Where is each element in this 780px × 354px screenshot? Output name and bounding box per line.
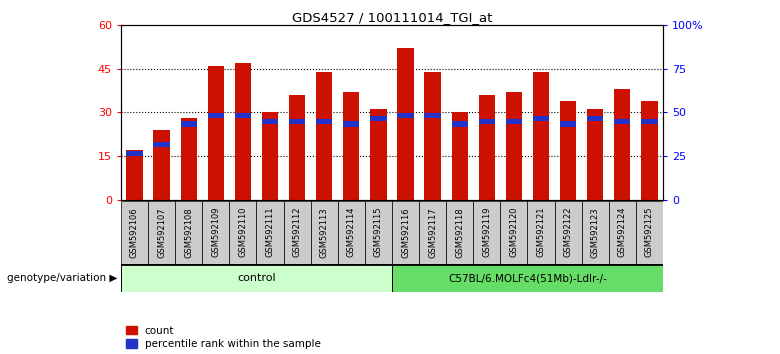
Bar	[560, 121, 576, 127]
Bar	[154, 142, 170, 147]
Bar	[560, 101, 576, 200]
Text: GSM592113: GSM592113	[320, 207, 328, 258]
Bar	[479, 95, 495, 200]
Bar	[262, 119, 278, 124]
Bar	[121, 201, 148, 264]
Bar	[392, 264, 663, 292]
Bar	[180, 121, 197, 127]
Bar	[207, 66, 224, 200]
Bar	[527, 201, 555, 264]
Text: GSM592110: GSM592110	[239, 207, 247, 257]
Text: GSM592109: GSM592109	[211, 207, 220, 257]
Bar	[505, 119, 522, 124]
Bar	[310, 201, 338, 264]
Text: GSM592111: GSM592111	[265, 207, 275, 257]
Bar	[235, 63, 251, 200]
Bar	[284, 201, 310, 264]
Text: GSM592124: GSM592124	[618, 207, 627, 257]
Bar	[289, 95, 305, 200]
Text: control: control	[237, 273, 276, 283]
Bar	[397, 48, 413, 200]
Bar	[641, 119, 658, 124]
Text: GDS4527 / 100111014_TGI_at: GDS4527 / 100111014_TGI_at	[292, 11, 492, 24]
Text: GSM592122: GSM592122	[564, 207, 573, 257]
Bar	[587, 109, 604, 200]
Bar	[229, 201, 257, 264]
Bar	[479, 119, 495, 124]
Text: GSM592116: GSM592116	[401, 207, 410, 258]
Bar	[473, 201, 501, 264]
Bar	[175, 201, 202, 264]
Bar	[505, 92, 522, 200]
Bar	[587, 116, 604, 121]
Bar	[533, 72, 549, 200]
Bar	[365, 201, 392, 264]
Text: GSM592121: GSM592121	[537, 207, 545, 257]
Bar	[446, 201, 473, 264]
Text: C57BL/6.MOLFc4(51Mb)-Ldlr-/-: C57BL/6.MOLFc4(51Mb)-Ldlr-/-	[448, 273, 607, 283]
Bar	[148, 201, 175, 264]
Bar	[338, 201, 365, 264]
Bar	[419, 201, 446, 264]
Bar	[636, 201, 663, 264]
Bar	[316, 119, 332, 124]
Bar	[424, 72, 441, 200]
Bar	[235, 113, 251, 118]
Bar	[257, 201, 284, 264]
Text: GSM592118: GSM592118	[456, 207, 464, 258]
Bar	[154, 130, 170, 200]
Bar	[207, 113, 224, 118]
Text: GSM592119: GSM592119	[482, 207, 491, 257]
Text: GSM592115: GSM592115	[374, 207, 383, 257]
Text: GSM592125: GSM592125	[645, 207, 654, 257]
Bar	[392, 201, 419, 264]
Text: GSM592114: GSM592114	[347, 207, 356, 257]
Bar	[126, 151, 143, 156]
Bar	[370, 109, 387, 200]
Bar	[501, 201, 527, 264]
Text: GSM592120: GSM592120	[509, 207, 519, 257]
Bar	[614, 119, 630, 124]
Bar	[202, 201, 229, 264]
Text: GSM592108: GSM592108	[184, 207, 193, 258]
Bar	[533, 116, 549, 121]
Bar	[555, 201, 582, 264]
Bar	[609, 201, 636, 264]
Text: genotype/variation ▶: genotype/variation ▶	[6, 273, 117, 283]
Text: GSM592123: GSM592123	[590, 207, 600, 258]
Bar	[370, 116, 387, 121]
Bar	[316, 72, 332, 200]
Legend: count, percentile rank within the sample: count, percentile rank within the sample	[126, 326, 321, 349]
Text: GSM592112: GSM592112	[292, 207, 302, 257]
Bar	[180, 118, 197, 200]
Bar	[397, 113, 413, 118]
Bar	[424, 113, 441, 118]
Bar	[343, 121, 360, 127]
Bar	[614, 89, 630, 200]
Text: GSM592106: GSM592106	[130, 207, 139, 258]
Bar	[343, 92, 360, 200]
Bar	[452, 121, 468, 127]
Bar	[126, 150, 143, 200]
Bar	[289, 119, 305, 124]
Bar	[262, 113, 278, 200]
Bar	[641, 101, 658, 200]
Text: GSM592107: GSM592107	[157, 207, 166, 258]
Text: GSM592117: GSM592117	[428, 207, 437, 258]
Bar	[452, 113, 468, 200]
Bar	[121, 264, 392, 292]
Bar	[582, 201, 609, 264]
